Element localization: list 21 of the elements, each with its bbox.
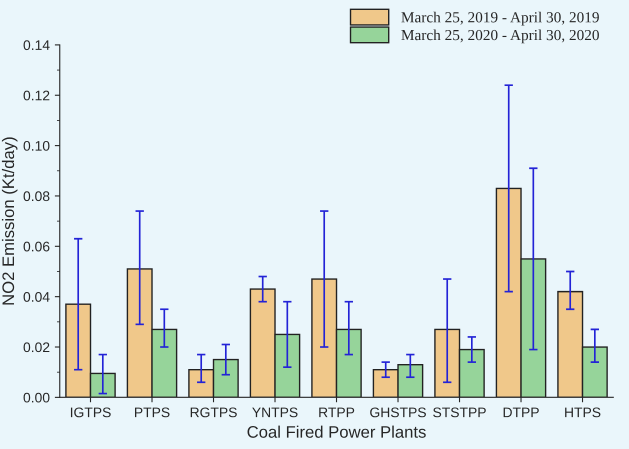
x-tick-label: RTPP [319,408,354,418]
x-tick-label: STSTPP [433,407,486,418]
x-axis-title: Coal Fired Power Plants [248,426,426,438]
x-tick-label: HTPS [565,407,600,418]
x-tick-label: DTPP [504,408,539,418]
legend-label: March 25, 2020 - April 30, 2020 [401,29,599,44]
y-tick-label: 0.02 [24,342,50,352]
x-tick-label: YNTPS [252,407,298,418]
y-tick-label: 0.12 [24,90,50,100]
y-tick-label: 0.08 [24,191,50,202]
y-tick-label: 0.00 [24,392,50,403]
y-tick-label: 0.10 [24,140,50,151]
x-tick-label: RGTPS [190,407,237,418]
y-tick-label: 0.14 [24,40,50,50]
x-tick-label: PTPS [135,407,170,418]
y-axis-title: NO2 Emission (Kt/day) [2,137,18,305]
y-tick-label: 0.04 [24,292,50,302]
x-tick-label: IGTPS [70,407,111,418]
legend-label: March 25, 2019 - April 30, 2019 [401,12,599,26]
y-tick-label: 0.06 [24,242,50,252]
x-tick-label: GHSTPS [370,407,426,418]
